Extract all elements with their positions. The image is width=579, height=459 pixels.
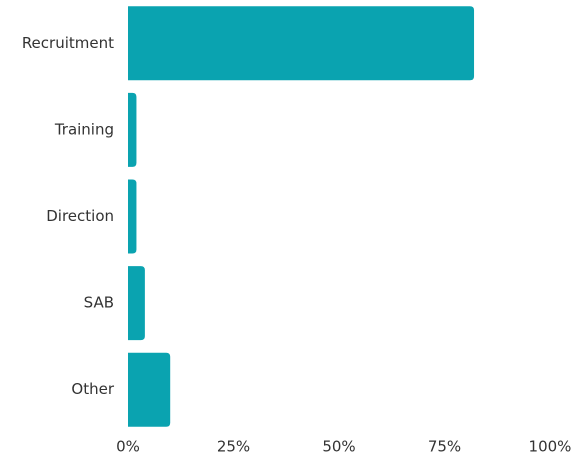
- x-tick-label: 0%: [116, 438, 140, 456]
- x-tick-label: 100%: [529, 438, 572, 456]
- bar: [128, 352, 171, 427]
- x-tick-label: 25%: [217, 438, 250, 456]
- bar: [128, 92, 137, 167]
- y-tick-label: Recruitment: [22, 34, 114, 52]
- bar: [128, 179, 137, 254]
- bar: [128, 6, 475, 81]
- bar: [128, 266, 145, 341]
- x-tick-label: 75%: [428, 438, 461, 456]
- x-tick-label: 50%: [322, 438, 355, 456]
- y-tick-label: SAB: [84, 294, 114, 312]
- y-tick-label: Direction: [46, 207, 114, 225]
- y-tick-label: Training: [54, 120, 114, 138]
- y-tick-label: Other: [71, 380, 114, 398]
